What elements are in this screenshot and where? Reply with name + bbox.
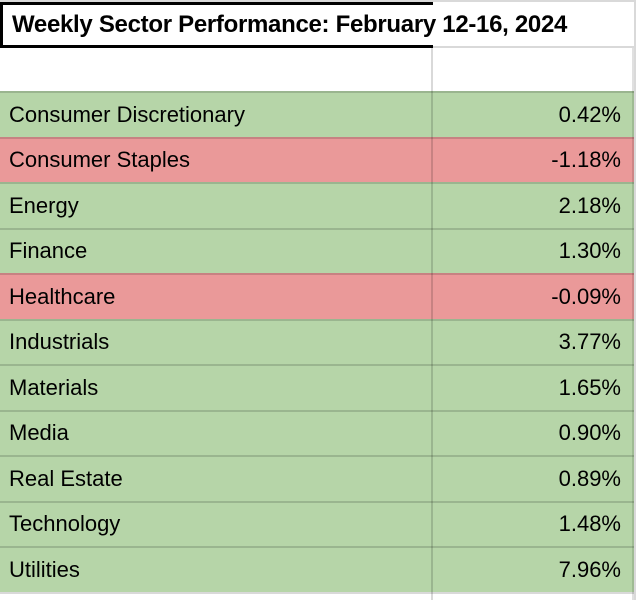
value-cell[interactable]: 3.77% — [558, 329, 621, 355]
header-gridline — [433, 46, 634, 48]
table-row[interactable]: Healthcare -0.09% — [0, 273, 634, 319]
table-row[interactable]: Media 0.90% — [0, 409, 634, 455]
value-cell[interactable]: 2.18% — [558, 192, 621, 218]
value-cell[interactable]: 0.90% — [558, 420, 621, 446]
table-row[interactable]: Real Estate 0.89% — [0, 455, 634, 501]
sector-cell[interactable]: Real Estate — [9, 465, 123, 491]
sector-cell[interactable]: Consumer Discretionary — [9, 101, 245, 127]
page-title: Weekly Sector Performance: February 12-1… — [12, 11, 568, 38]
table-row[interactable]: Consumer Discretionary 0.42% — [0, 91, 634, 137]
table-row[interactable]: Finance 1.30% — [0, 227, 634, 273]
value-cell[interactable]: 0.89% — [558, 465, 621, 491]
title-cell[interactable]: Weekly Sector Performance: February 12-1… — [0, 2, 567, 48]
sector-cell[interactable]: Media — [9, 420, 69, 446]
table-row[interactable]: Industrials 3.77% — [0, 318, 634, 364]
sector-cell[interactable]: Energy — [9, 192, 79, 218]
sector-table: Consumer Discretionary 0.42% Consumer St… — [0, 91, 634, 592]
sector-cell[interactable]: Healthcare — [9, 283, 116, 309]
value-cell[interactable]: 1.48% — [558, 511, 621, 537]
sector-cell[interactable]: Utilities — [9, 556, 80, 582]
right-edge-gridline — [632, 48, 634, 600]
table-row[interactable]: Materials 1.65% — [0, 364, 634, 410]
sector-cell[interactable]: Finance — [9, 238, 88, 264]
value-cell[interactable]: 0.42% — [558, 101, 621, 127]
table-row[interactable]: Technology 1.48% — [0, 500, 634, 546]
partial-bottom-row — [0, 591, 634, 600]
value-cell[interactable]: 1.65% — [558, 374, 621, 400]
value-cell[interactable]: 1.30% — [558, 238, 621, 264]
sector-cell[interactable]: Consumer Staples — [9, 147, 190, 173]
column-gridline — [431, 48, 433, 600]
sector-cell[interactable]: Materials — [9, 374, 99, 400]
title-row: Weekly Sector Performance: February 12-1… — [0, 2, 634, 48]
table-row[interactable]: Consumer Staples -1.18% — [0, 136, 634, 182]
value-cell[interactable]: -1.18% — [551, 147, 621, 173]
empty-row[interactable] — [0, 46, 634, 91]
table-row[interactable]: Utilities 7.96% — [0, 546, 634, 592]
sector-cell[interactable]: Industrials — [9, 329, 110, 355]
table-row[interactable]: Energy 2.18% — [0, 182, 634, 228]
sector-cell[interactable]: Technology — [9, 511, 121, 537]
value-cell[interactable]: 7.96% — [558, 556, 621, 582]
value-cell[interactable]: -0.09% — [551, 283, 621, 309]
